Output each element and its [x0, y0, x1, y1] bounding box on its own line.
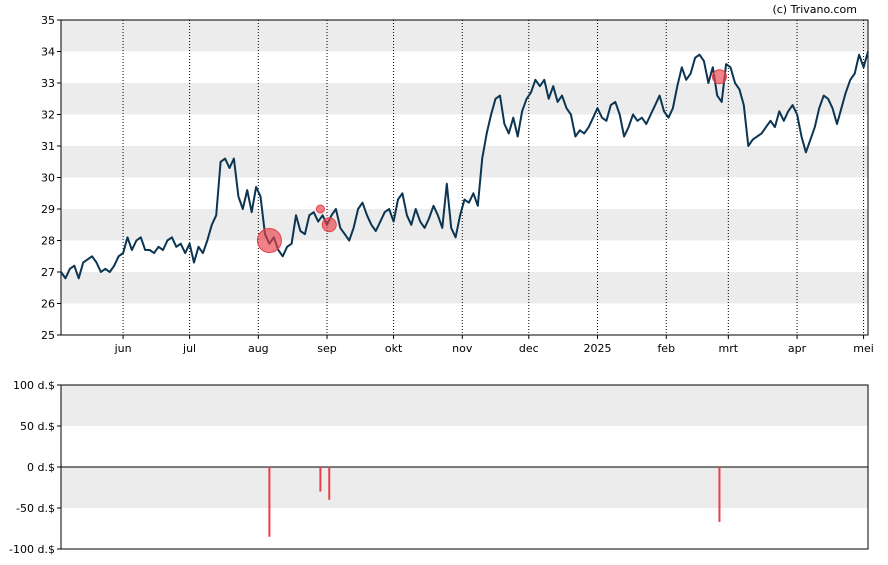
price-x-tick-label: mrt: [719, 342, 739, 355]
price-y-tick-label: 29: [41, 203, 55, 216]
price-y-tick-label: 25: [41, 329, 55, 342]
price-band: [61, 272, 868, 304]
price-y-tick-label: 28: [41, 235, 55, 248]
trade-y-tick-label: 100 d.$: [13, 379, 55, 392]
price-y-tick-label: 26: [41, 298, 55, 311]
trade-band: [61, 467, 868, 508]
trade-band: [61, 385, 868, 426]
price-x-tick-label: dec: [519, 342, 539, 355]
price-x-tick-label: aug: [248, 342, 269, 355]
trade-marker: [321, 217, 337, 233]
price-x-tick-label: feb: [657, 342, 675, 355]
price-band: [61, 83, 868, 115]
price-y-tick-label: 31: [41, 140, 55, 153]
price-y-tick-label: 30: [41, 172, 55, 185]
price-x-tick-label: okt: [385, 342, 403, 355]
price-x-axis: jun jul aug sep okt nov dec 2025 feb mrt apr mei: [114, 335, 874, 355]
trade-volume-chart: 100 d.$ 50 d.$ 0 d.$ -50 d.$ -100 d.$: [9, 379, 869, 556]
price-chart: 25 26 27 28 29 30 31 32 33 34 35 jun jul aug sep okt no…: [41, 14, 874, 355]
trade-bands: [61, 385, 868, 508]
price-band: [61, 20, 868, 52]
trade-marker: [711, 69, 727, 85]
price-y-axis: 25 26 27 28 29 30 31 32 33 34 35: [41, 14, 61, 342]
price-y-tick-label: 34: [41, 46, 55, 59]
price-band: [61, 146, 868, 178]
price-x-tick-label: 2025: [584, 342, 612, 355]
price-x-tick-label: mei: [853, 342, 874, 355]
price-band: [61, 209, 868, 241]
trade-y-tick-label: -100 d.$: [9, 543, 55, 556]
trade-bars: [268, 467, 721, 537]
price-bands: [61, 20, 868, 304]
price-x-tick-label: sep: [317, 342, 336, 355]
trade-y-tick-label: -50 d.$: [16, 502, 55, 515]
price-y-tick-label: 35: [41, 14, 55, 27]
trade-y-axis: 100 d.$ 50 d.$ 0 d.$ -50 d.$ -100 d.$: [9, 379, 61, 556]
price-y-tick-label: 33: [41, 77, 55, 90]
trade-marker: [315, 204, 325, 214]
credit-label: (c) Trivano.com: [772, 3, 857, 16]
trade-y-tick-label: 50 d.$: [20, 420, 55, 433]
price-x-tick-label: jul: [182, 342, 196, 355]
price-x-tick-label: nov: [452, 342, 473, 355]
trade-markers: [256, 69, 727, 253]
price-y-tick-label: 32: [41, 109, 55, 122]
price-line: [60, 51, 869, 280]
price-x-tick-label: apr: [788, 342, 807, 355]
trade-marker: [256, 228, 282, 253]
price-y-tick-label: 27: [41, 266, 55, 279]
trade-y-tick-label: 0 d.$: [27, 461, 55, 474]
price-x-tick-label: jun: [114, 342, 132, 355]
